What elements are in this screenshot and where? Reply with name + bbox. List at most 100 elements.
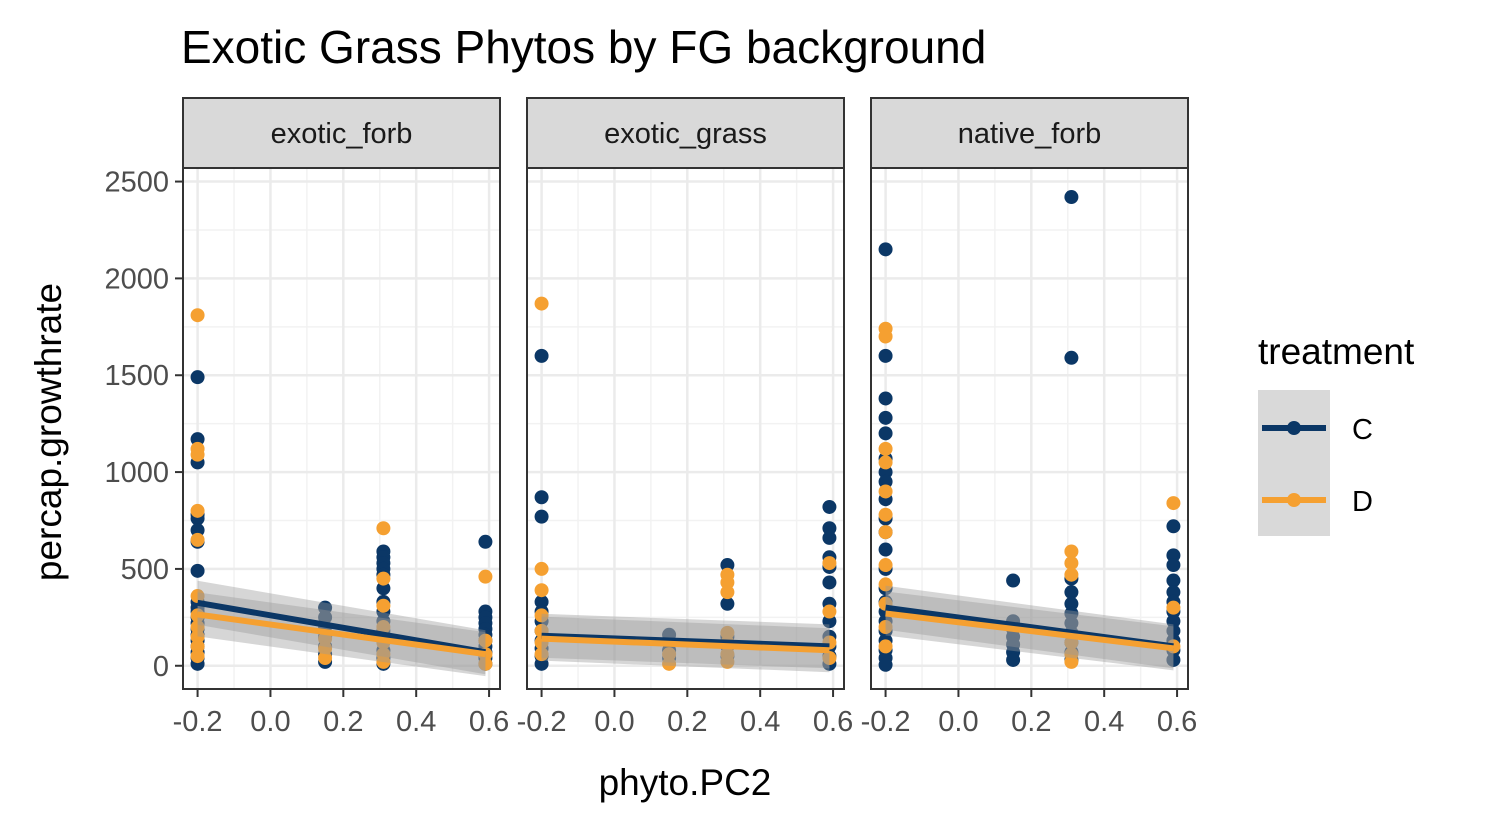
data-point-D: [534, 561, 549, 576]
data-point-D: [478, 633, 493, 648]
y-axis: 0 500 1000 1500 2000 2500: [104, 167, 183, 683]
data-point-D: [1064, 556, 1079, 571]
legend-key-point-D: [1287, 493, 1301, 507]
facet-panel-exotic-grass: exotic_grass -0.2 0.0 0.2 0.4 0.6: [517, 97, 853, 738]
data-point-C: [878, 657, 893, 672]
data-point-C: [878, 465, 893, 480]
data-point-C: [376, 581, 391, 596]
data-point-D: [478, 656, 493, 671]
data-point-C: [878, 410, 893, 425]
data-point-D: [376, 620, 391, 635]
data-point-D: [822, 651, 837, 666]
data-point-C: [190, 432, 205, 447]
facet-strip: [182, 97, 501, 169]
x-tick-label: -0.2: [861, 706, 911, 738]
data-point-D: [376, 598, 391, 613]
data-point-D: [190, 639, 205, 654]
fit-line-D: [197, 611, 486, 658]
data-point-C: [190, 370, 205, 385]
data-point-C: [822, 530, 837, 545]
data-point-C: [190, 563, 205, 578]
data-point-D: [662, 656, 677, 671]
facet-strip: [870, 97, 1189, 169]
data-point-C: [1166, 652, 1181, 667]
data-point-C: [1064, 606, 1079, 621]
data-point-D: [878, 525, 893, 540]
data-point-C: [1006, 573, 1021, 588]
data-point-C: [878, 348, 893, 363]
data-point-D: [720, 575, 735, 590]
data-point-D: [822, 604, 837, 619]
data-point-C: [534, 656, 549, 671]
data-point-C: [534, 594, 549, 609]
y-tick-label: 2000: [104, 263, 169, 295]
data-point-D: [376, 571, 391, 586]
y-tick-label: 0: [153, 651, 169, 683]
data-point-D: [478, 569, 493, 584]
x-tick-label: 0.6: [469, 706, 509, 738]
data-point-C: [1064, 190, 1079, 205]
data-point-D: [878, 329, 893, 344]
data-point-D: [720, 625, 735, 640]
fit-line-D: [541, 635, 830, 654]
legend-key-background: [1258, 390, 1330, 536]
data-point-C: [878, 542, 893, 557]
fit-line-C: [541, 632, 830, 650]
x-tick-label: -0.2: [173, 706, 223, 738]
facet-strip-label: exotic_forb: [271, 118, 413, 150]
data-point-C: [534, 348, 549, 363]
data-point-D: [878, 455, 893, 470]
data-point-C: [720, 596, 735, 611]
facet-panel-exotic-forb: exotic_forb -0.2 0.0 0.2 0.4 0.6: [173, 97, 509, 738]
data-point-D: [878, 558, 893, 573]
data-point-D: [1064, 654, 1079, 669]
data-point-D: [878, 620, 893, 635]
data-point-C: [878, 474, 893, 489]
x-tick-label: 0.4: [740, 706, 780, 738]
data-point-C: [1006, 652, 1021, 667]
x-tick-label: 0.0: [594, 706, 634, 738]
x-tick-label: 0.6: [813, 706, 853, 738]
facet-strip-label: exotic_grass: [604, 118, 767, 150]
data-point-D: [878, 577, 893, 592]
panel-background: [871, 168, 1188, 689]
data-point-D: [534, 583, 549, 598]
data-point-D: [190, 629, 205, 644]
y-tick-label: 2500: [104, 167, 169, 199]
fit-line-C: [197, 599, 486, 656]
x-tick-label: 0.2: [1011, 706, 1051, 738]
data-point-C: [1166, 548, 1181, 563]
data-point-C: [878, 426, 893, 441]
data-point-D: [376, 521, 391, 536]
legend-key-point-C: [1287, 421, 1301, 435]
data-point-C: [1166, 585, 1181, 600]
x-tick-label: 0.0: [250, 706, 290, 738]
data-point-D: [534, 296, 549, 311]
panel-background: [183, 168, 500, 689]
facet-strip: [526, 97, 845, 169]
data-point-D: [720, 585, 735, 600]
data-point-C: [478, 534, 493, 549]
data-point-D: [534, 608, 549, 623]
data-point-C: [1166, 519, 1181, 534]
legend: treatment C D: [1258, 331, 1415, 536]
data-point-D: [1064, 567, 1079, 582]
data-point-C: [1166, 614, 1181, 629]
chart-title: Exotic Grass Phytos by FG background: [181, 21, 986, 73]
data-point-C: [318, 610, 333, 625]
fit-line-D: [885, 610, 1174, 652]
facet-strip-label: native_forb: [958, 118, 1102, 150]
x-tick-label: 0.2: [667, 706, 707, 738]
x-tick-label: 0.6: [1157, 706, 1197, 738]
data-point-C: [878, 391, 893, 406]
data-point-C: [190, 523, 205, 538]
y-tick-label: 1000: [104, 457, 169, 489]
data-point-D: [190, 532, 205, 547]
data-point-C: [534, 509, 549, 524]
data-point-C: [1166, 558, 1181, 573]
data-point-D: [190, 589, 205, 604]
data-point-C: [822, 499, 837, 514]
data-point-D: [878, 441, 893, 456]
x-tick-label: 0.0: [938, 706, 978, 738]
